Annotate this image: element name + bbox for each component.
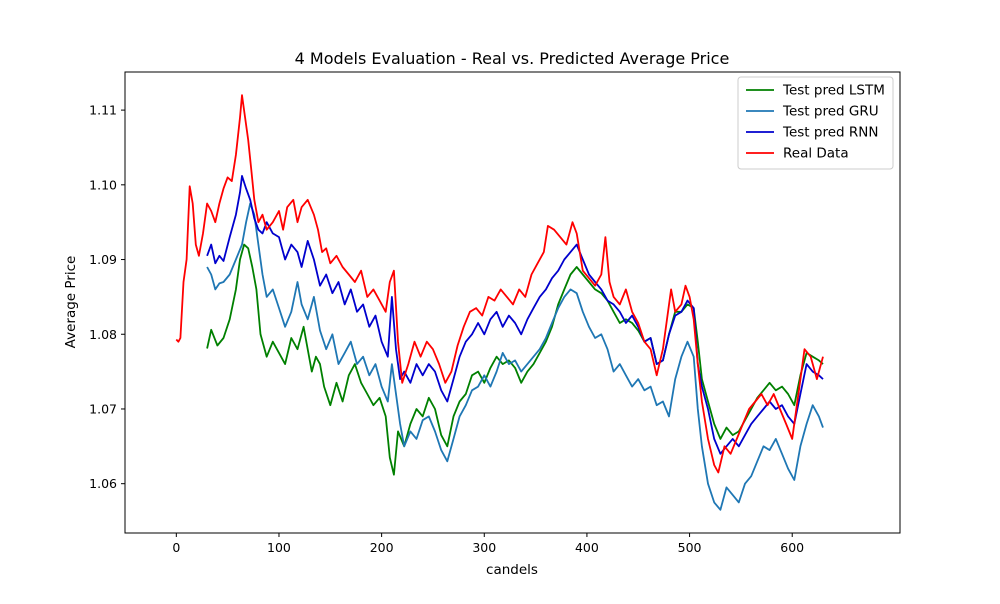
series-line-2 <box>206 175 824 455</box>
x-tick-label: 500 <box>678 540 702 555</box>
y-tick-label: 1.06 <box>89 476 117 491</box>
series-line-1 <box>206 202 824 511</box>
x-tick-label: 100 <box>267 540 291 555</box>
y-tick-label: 1.07 <box>89 401 117 416</box>
plot-area-frame <box>124 71 901 534</box>
y-tick-label: 1.11 <box>89 103 117 118</box>
y-axis: 1.06 1.07 1.08 1.09 1.10 1.11 <box>89 103 125 491</box>
x-tick-label: 600 <box>780 540 804 555</box>
y-axis-label: Average Price <box>63 256 79 349</box>
y-tick-label: 1.10 <box>89 177 117 192</box>
x-tick-label: 300 <box>472 540 496 555</box>
series-line-3 <box>175 94 824 474</box>
legend-label: Real Data <box>783 146 849 162</box>
x-axis-label: candels <box>486 562 538 578</box>
series-line-0 <box>206 243 824 476</box>
chart-title: 4 Models Evaluation - Real vs. Predicted… <box>295 49 730 68</box>
legend-label: Test pred LSTM <box>782 83 885 99</box>
y-tick-label: 1.09 <box>89 252 117 267</box>
y-tick-label: 1.08 <box>89 327 117 342</box>
x-tick-label: 0 <box>172 540 180 555</box>
legend-label: Test pred RNN <box>782 125 878 141</box>
x-tick-label: 400 <box>575 540 599 555</box>
legend-label: Test pred GRU <box>782 104 879 120</box>
x-axis: 0 100 200 300 400 500 600 <box>172 533 804 555</box>
series-layer <box>175 94 824 511</box>
legend: Test pred LSTM Test pred GRU Test pred RNN… <box>737 76 894 170</box>
legend-box <box>737 76 894 170</box>
x-tick-label: 200 <box>370 540 394 555</box>
